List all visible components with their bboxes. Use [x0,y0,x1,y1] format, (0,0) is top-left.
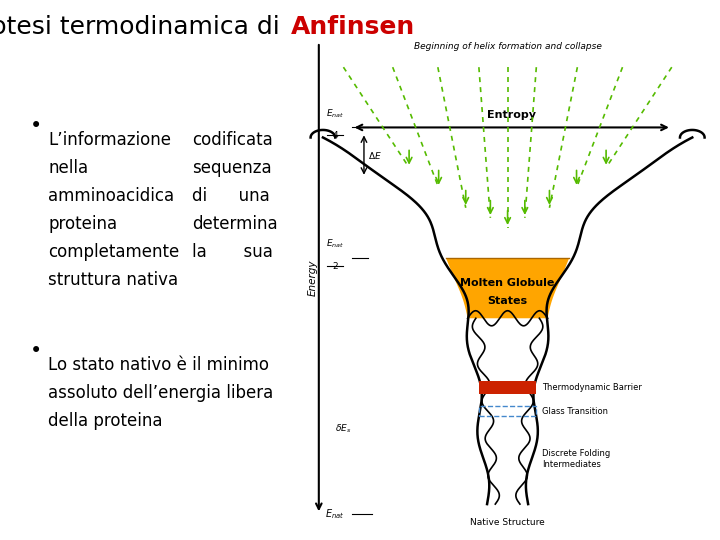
Text: •: • [30,341,42,361]
Text: $2$: $2$ [332,260,338,271]
Text: •: • [30,116,42,136]
Text: Thermodynamic Barrier: Thermodynamic Barrier [542,383,642,392]
Text: assoluto dell’energia libera: assoluto dell’energia libera [48,384,274,402]
Text: amminoacidica: amminoacidica [48,187,174,205]
Text: struttura nativa: struttura nativa [48,271,178,289]
Text: nella: nella [48,159,88,177]
Text: sequenza: sequenza [192,159,271,177]
Text: completamente: completamente [48,243,179,261]
Polygon shape [446,258,569,318]
Text: Entropy: Entropy [487,110,536,120]
Text: Glass Transition: Glass Transition [542,407,608,416]
Text: $E_{nat}$: $E_{nat}$ [326,107,344,120]
Text: proteina: proteina [48,215,117,233]
Text: Discrete Folding
Intermediates: Discrete Folding Intermediates [542,449,611,469]
Text: la       sua: la sua [192,243,273,261]
Text: $4$: $4$ [332,129,339,140]
Text: Molten Globule: Molten Globule [460,278,555,288]
Text: di      una: di una [192,187,270,205]
Text: $E_{nat}$: $E_{nat}$ [325,507,345,521]
Text: Beginning of helix formation and collapse: Beginning of helix formation and collaps… [414,42,601,51]
Text: $\delta E_s$: $\delta E_s$ [336,422,351,435]
Text: $E_{nat}$: $E_{nat}$ [326,238,344,251]
Text: determina: determina [192,215,278,233]
Text: Energy: Energy [307,260,318,296]
Bar [479,381,536,394]
Text: L’informazione: L’informazione [48,131,171,149]
Text: States: States [487,296,528,306]
Text: della proteina: della proteina [48,412,163,430]
Text: Lo stato nativo è il minimo: Lo stato nativo è il minimo [48,356,269,374]
Text: Native Structure: Native Structure [470,518,545,526]
Text: codificata: codificata [192,131,273,149]
Text: Anfinsen: Anfinsen [291,15,415,39]
Text: Ipotesi termodinamica di: Ipotesi termodinamica di [0,15,288,39]
Text: $\Delta E$: $\Delta E$ [368,150,382,160]
Bar [479,406,536,416]
